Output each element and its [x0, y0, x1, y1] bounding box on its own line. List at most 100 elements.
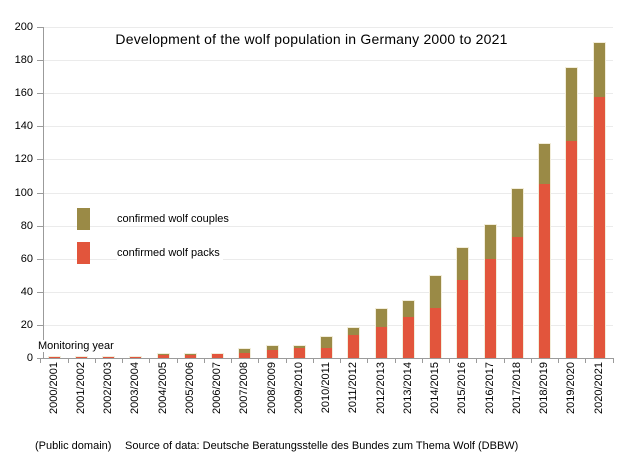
- x-tick: [367, 359, 369, 363]
- y-gridline: [43, 192, 613, 194]
- y-tick-label: 140: [14, 120, 33, 133]
- x-tick-label: 2019/2020: [565, 362, 578, 414]
- x-tick-label: 2015/2016: [456, 362, 469, 414]
- x-tick-label: 2010/2011: [320, 362, 332, 414]
- legend-label-couples: confirmed wolf couples: [117, 213, 232, 226]
- y-tick: [37, 324, 43, 326]
- bar-segment-couples: [265, 344, 279, 350]
- data-source-note: Source of data: Deutsche Beratungsstelle…: [125, 440, 519, 452]
- x-tick: [94, 359, 96, 363]
- y-tick-label: 20: [20, 318, 33, 331]
- y-tick: [37, 126, 43, 128]
- x-tick: [312, 359, 314, 363]
- bar-segment-packs: [510, 237, 524, 358]
- x-tick: [231, 359, 233, 363]
- bar-segment-couples: [292, 344, 306, 349]
- x-tick-label: 2016/2017: [483, 362, 496, 414]
- y-gridline: [43, 27, 613, 28]
- y-tick-label: 40: [20, 285, 33, 298]
- x-tick: [503, 359, 505, 363]
- x-tick: [421, 359, 423, 363]
- y-gridline: [43, 126, 613, 128]
- bar-segment-packs: [456, 280, 470, 358]
- y-gridline: [43, 225, 613, 227]
- x-tick-label: 2000/2001: [47, 362, 60, 414]
- bar-segment-packs: [156, 354, 170, 358]
- y-gridline: [43, 258, 613, 260]
- bar-segment-packs: [483, 258, 497, 358]
- bar-segment-packs: [320, 348, 333, 358]
- bar-segment-packs: [238, 353, 252, 358]
- bar-segment-couples: [156, 353, 170, 355]
- y-gridline: [43, 291, 613, 293]
- bar-segment-packs: [183, 354, 197, 358]
- x-tick: [558, 359, 560, 363]
- y-tick-label: 60: [20, 252, 33, 265]
- bar-segment-packs: [401, 316, 415, 358]
- bar-segment-packs: [211, 353, 224, 358]
- bar-segment-couples: [538, 142, 551, 185]
- bar-segment-couples: [401, 300, 415, 317]
- x-tick-label: 2020/2021: [592, 362, 605, 414]
- x-tick: [340, 359, 342, 363]
- y-tick-label: 160: [14, 87, 33, 100]
- y-tick-label: 100: [14, 186, 33, 199]
- bar-segment-packs: [292, 348, 306, 358]
- x-tick-label: 2003/2004: [129, 362, 142, 414]
- legend-label-packs: confirmed wolf packs: [117, 247, 223, 260]
- bar-segment-packs: [347, 334, 361, 358]
- bar-segment-couples: [429, 275, 442, 309]
- x-tick: [449, 359, 451, 363]
- x-tick: [394, 359, 396, 363]
- x-tick: [612, 359, 614, 363]
- bar-segment-packs: [592, 96, 606, 358]
- bar-segment-couples: [183, 353, 197, 355]
- y-tick: [37, 258, 43, 260]
- x-tick-label: 2002/2003: [102, 362, 114, 414]
- y-tick-label: 180: [14, 54, 33, 67]
- y-tick: [37, 291, 43, 293]
- bar-segment-couples: [320, 336, 333, 349]
- x-tick-label: 2014/2015: [429, 362, 441, 414]
- x-tick-label: 2012/2013: [374, 362, 387, 414]
- license-note: (Public domain): [35, 440, 112, 452]
- y-tick: [37, 159, 43, 161]
- bar-segment-packs: [565, 141, 579, 358]
- x-tick-label: 2013/2014: [401, 362, 414, 414]
- y-gridline: [43, 159, 613, 161]
- x-tick: [176, 359, 178, 363]
- bar-segment-couples: [565, 66, 579, 142]
- bar-segment-couples: [592, 41, 606, 97]
- x-tick-label: 2001/2002: [74, 362, 87, 414]
- bar-segment-couples: [347, 326, 361, 335]
- x-tick: [40, 359, 42, 363]
- x-tick-label: 2018/2019: [538, 362, 550, 414]
- bar-segment-packs: [429, 308, 442, 358]
- y-tick: [37, 225, 43, 227]
- x-tick-label: 2006/2007: [211, 362, 223, 414]
- bar-segment-packs: [374, 326, 388, 358]
- y-gridline: [43, 60, 613, 62]
- x-tick-label: 2008/2009: [265, 362, 278, 414]
- x-tick: [122, 359, 124, 363]
- legend-swatch-packs: [77, 242, 90, 264]
- y-tick: [37, 192, 43, 194]
- y-tick-label: 120: [14, 153, 33, 166]
- x-tick: [203, 359, 205, 363]
- y-gridline: [43, 93, 613, 95]
- bar-segment-couples: [510, 187, 524, 238]
- x-tick: [530, 359, 532, 363]
- y-tick: [37, 27, 43, 28]
- y-tick: [37, 358, 43, 359]
- x-tick-label: 2011/2012: [347, 362, 360, 414]
- x-tick-label: 2005/2006: [183, 362, 196, 414]
- y-tick: [37, 93, 43, 95]
- y-gridline: [43, 324, 613, 326]
- x-tick: [585, 359, 587, 363]
- bar-segment-packs: [129, 356, 143, 358]
- y-tick-label: 200: [14, 21, 33, 33]
- bar-segment-couples: [374, 308, 388, 327]
- x-axis-caption: Monitoring year: [38, 340, 118, 352]
- bar-segment-couples: [483, 223, 497, 259]
- bar-segment-packs: [538, 184, 551, 358]
